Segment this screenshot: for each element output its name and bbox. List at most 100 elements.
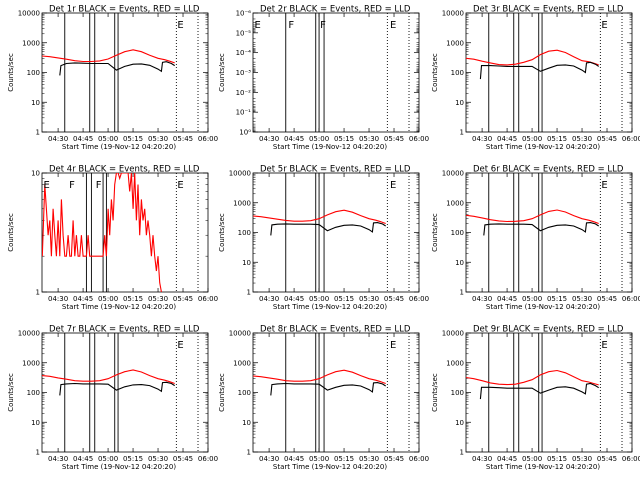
y-tick-label: 1 <box>460 129 464 137</box>
flag-marker: E <box>177 20 183 31</box>
y-tick-label: 1000 <box>446 39 464 47</box>
x-tick-label: 05:30 <box>359 135 379 143</box>
x-tick-label: 04:45 <box>73 295 93 303</box>
y-tick-label: 10 <box>31 99 40 107</box>
y-tick-label: 1000 <box>446 359 464 367</box>
flag-marker: F <box>288 20 294 31</box>
y-tick-label: 1 <box>247 289 251 297</box>
flag-marker: E <box>177 340 183 351</box>
x-axis-label: Start Time (19-Nov-12 04:20:20) <box>62 463 176 471</box>
series-line-lld <box>466 209 599 225</box>
series-line-lld <box>253 209 386 225</box>
y-tick-label: 10⁻⁶ <box>236 10 252 18</box>
x-tick-label: 04:45 <box>284 455 304 463</box>
x-axis-label: Start Time (19-Nov-12 04:20:20) <box>486 463 600 471</box>
x-tick-label: 05:30 <box>148 135 168 143</box>
y-tick-label: 1000 <box>446 199 464 207</box>
y-axis-label: Counts/sec <box>218 373 226 412</box>
series-line-events <box>270 222 386 236</box>
series-line-lld <box>253 369 386 385</box>
x-tick-label: 04:45 <box>497 455 517 463</box>
x-tick-label: 05:00 <box>522 135 542 143</box>
x-tick-label: 05:00 <box>309 135 329 143</box>
y-tick-label: 1000 <box>233 359 251 367</box>
flag-marker: E <box>177 180 183 191</box>
x-axis-label: Start Time (19-Nov-12 04:20:20) <box>62 303 176 311</box>
x-tick-label: 05:45 <box>173 455 193 463</box>
flag-marker: E <box>601 340 607 351</box>
flag-marker: E <box>601 180 607 191</box>
x-tick-label: 05:45 <box>173 295 193 303</box>
panel-det-7: Det 7r BLACK = Events, RED = LLD 04:30 04:… <box>7 325 218 472</box>
chart-title: Det 3r BLACK = Events, RED = LLD <box>473 5 624 15</box>
x-tick-label: 05:45 <box>384 295 404 303</box>
panel-det-4: Det 4r BLACK = Events, RED = LLD 04:30 04:… <box>7 165 218 312</box>
y-tick-label: 100 <box>451 229 464 237</box>
y-tick-label: 10⁻⁴ <box>236 49 252 57</box>
flag-marker: E <box>390 180 396 191</box>
x-tick-label: 04:45 <box>73 135 93 143</box>
panel-det-9: Det 9r BLACK = Events, RED = LLD 04:30 04:… <box>431 325 640 472</box>
x-tick-label: 05:30 <box>359 295 379 303</box>
y-tick-label: 10000 <box>229 330 251 338</box>
x-tick-label: 06:00 <box>198 455 218 463</box>
series-line-events <box>59 61 175 76</box>
x-tick-label: 05:15 <box>547 295 567 303</box>
y-tick-label: 100 <box>27 69 40 77</box>
x-tick-label: 05:15 <box>334 455 354 463</box>
x-tick-label: 05:00 <box>309 455 329 463</box>
series-line-events <box>483 222 599 236</box>
chart-title: Det 1r BLACK = Events, RED = LLD <box>49 5 200 15</box>
x-tick-label: 04:30 <box>48 135 68 143</box>
x-tick-label: 06:00 <box>198 135 218 143</box>
x-tick-label: 06:00 <box>622 455 640 463</box>
x-tick-label: 04:30 <box>472 455 492 463</box>
x-tick-label: 04:45 <box>284 295 304 303</box>
y-tick-label: 10⁻² <box>236 89 252 97</box>
x-tick-label: 05:00 <box>309 295 329 303</box>
panel-det-3: Det 3r BLACK = Events, RED = LLD 04:30 04:… <box>431 5 640 152</box>
flag-marker: E <box>255 20 261 31</box>
flag-marker: E <box>390 340 396 351</box>
x-tick-label: 04:45 <box>284 135 304 143</box>
chart-title: Det 5r BLACK = Events, RED = LLD <box>260 165 411 175</box>
y-tick-label: 1 <box>36 129 40 137</box>
x-tick-label: 05:15 <box>547 135 567 143</box>
x-tick-label: 05:45 <box>597 455 617 463</box>
y-tick-label: 1 <box>247 449 251 457</box>
y-tick-label: 10 <box>31 170 40 178</box>
x-tick-label: 05:00 <box>522 455 542 463</box>
y-tick-label: 1 <box>460 449 464 457</box>
x-tick-label: 05:15 <box>547 455 567 463</box>
y-axis-label: Counts/sec <box>218 53 226 92</box>
y-tick-label: 10000 <box>442 330 464 338</box>
panel-det-5: Det 5r BLACK = Events, RED = LLD 04:30 04:… <box>218 165 429 312</box>
x-tick-label: 04:30 <box>472 135 492 143</box>
flag-marker: F <box>69 180 75 191</box>
x-tick-label: 05:30 <box>572 295 592 303</box>
y-axis-label: Counts/sec <box>431 213 439 252</box>
x-tick-label: 04:30 <box>472 295 492 303</box>
y-tick-label: 100 <box>451 69 464 77</box>
y-tick-label: 10000 <box>18 10 40 18</box>
x-tick-label: 05:00 <box>98 455 118 463</box>
y-tick-label: 1000 <box>233 199 251 207</box>
chart-title: Det 7r BLACK = Events, RED = LLD <box>49 325 200 335</box>
x-tick-label: 06:00 <box>198 295 218 303</box>
x-tick-label: 05:15 <box>123 295 143 303</box>
x-tick-label: 06:00 <box>409 135 429 143</box>
y-tick-label: 100 <box>27 389 40 397</box>
y-tick-label: 1000 <box>22 39 40 47</box>
series-line-events <box>479 61 600 80</box>
x-tick-label: 04:45 <box>497 295 517 303</box>
y-tick-label: 10⁻¹ <box>236 109 252 117</box>
y-tick-label: 10000 <box>229 170 251 178</box>
x-tick-label: 05:30 <box>148 295 168 303</box>
x-tick-label: 05:15 <box>334 295 354 303</box>
y-tick-label: 100 <box>451 389 464 397</box>
y-tick-label: 10000 <box>18 330 40 338</box>
x-tick-label: 05:45 <box>384 455 404 463</box>
panel-det-2: Det 2r BLACK = Events, RED = LLD 04:30 04:… <box>218 5 429 152</box>
y-axis-label: Counts/sec <box>218 213 226 252</box>
